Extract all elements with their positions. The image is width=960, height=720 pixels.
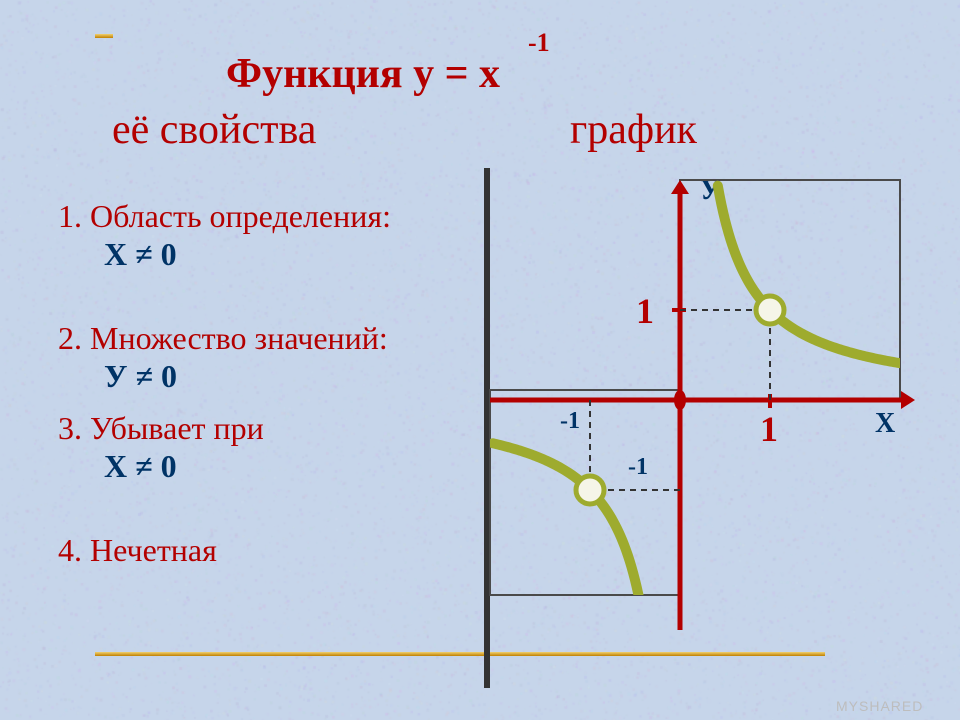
title-subtitle-left: её свойства [112, 106, 316, 154]
tick-label-1-x: 1 [760, 408, 778, 450]
property-2-heading: 2. Множество значений: [58, 320, 388, 357]
title-line1: Функция у = х [226, 50, 500, 98]
accent-line-bottom [95, 652, 825, 656]
property-4-heading: 4. Нечетная [58, 532, 217, 569]
property-3-heading: 3. Убывает при [58, 410, 264, 447]
tick-label-neg1-x: -1 [560, 408, 580, 435]
accent-line-top [95, 34, 113, 38]
property-2-condition: У ≠ 0 [104, 358, 177, 395]
slide-root: Функция у = х -1 её свойства график 1. О… [0, 0, 960, 720]
column-divider [484, 168, 490, 688]
title-exponent: -1 [528, 28, 550, 58]
property-3-condition: Х ≠ 0 [104, 448, 177, 485]
title-subtitle-right: график [570, 106, 697, 154]
axis-label-x: Х [875, 408, 895, 440]
slide-content: Функция у = х -1 её свойства график 1. О… [0, 0, 960, 720]
property-1-heading: 1. Область определения: [58, 198, 391, 235]
tick-label-neg1-y: -1 [628, 454, 648, 481]
watermark: MYSHARED [836, 698, 923, 714]
property-1-condition: Х ≠ 0 [104, 236, 177, 273]
axis-label-y: У [700, 175, 721, 207]
tick-label-1-y: 1 [636, 290, 654, 332]
